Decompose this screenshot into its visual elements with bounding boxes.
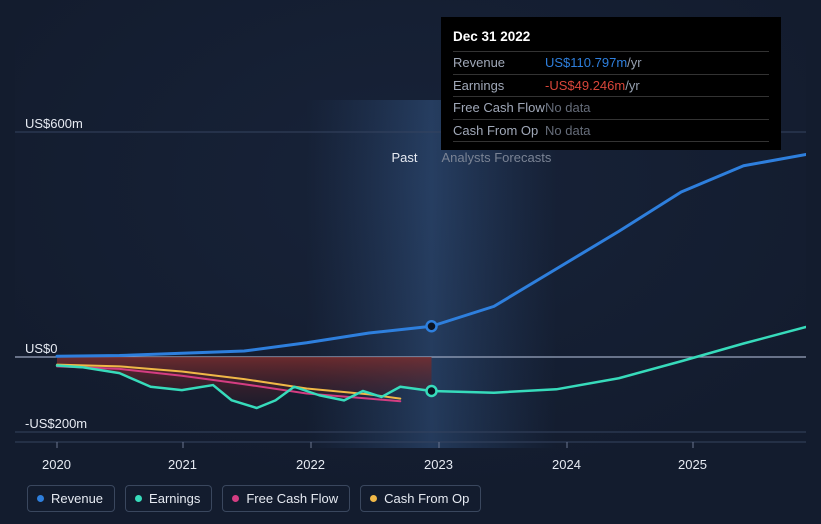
y-tick-label: US$600m (25, 116, 83, 131)
tooltip-row-label: Earnings (453, 76, 545, 96)
tooltip-row-value: US$110.797m (545, 53, 627, 73)
tooltip-row-value: No data (545, 98, 591, 118)
legend-item-label: Revenue (51, 491, 103, 506)
forecasts-label: Analysts Forecasts (442, 150, 552, 165)
y-tick-label: -US$200m (25, 416, 87, 431)
tooltip-row: Cash From OpNo data (453, 119, 769, 143)
legend-item-fcf[interactable]: Free Cash Flow (222, 485, 350, 512)
chart-tooltip: Dec 31 2022 RevenueUS$110.797m /yrEarnin… (441, 17, 781, 150)
tooltip-row: RevenueUS$110.797m /yr (453, 51, 769, 74)
legend-item-label: Earnings (149, 491, 200, 506)
legend-item-label: Free Cash Flow (246, 491, 338, 506)
past-label: Past (392, 150, 418, 165)
legend-item-cashop[interactable]: Cash From Op (360, 485, 481, 512)
x-tick-label: 2024 (552, 457, 581, 472)
plot-area: US$600m US$0 -US$200m Past Analysts Foreca… (15, 0, 806, 524)
legend-item-earnings[interactable]: Earnings (125, 485, 212, 512)
legend-item-revenue[interactable]: Revenue (27, 485, 115, 512)
x-tick-label: 2022 (296, 457, 325, 472)
tooltip-row-value: No data (545, 121, 591, 141)
tooltip-row-suffix: /yr (625, 76, 639, 96)
marker-revenue (427, 321, 437, 331)
fcf-dot-icon (232, 495, 239, 502)
tooltip-row-label: Free Cash Flow (453, 98, 545, 118)
x-tick-label: 2021 (168, 457, 197, 472)
tooltip-row-suffix: /yr (627, 53, 641, 73)
earnings-dot-icon (135, 495, 142, 502)
x-tick-label: 2020 (42, 457, 71, 472)
tooltip-row-label: Cash From Op (453, 121, 545, 141)
tooltip-row: Free Cash FlowNo data (453, 96, 769, 119)
revenue-dot-icon (37, 495, 44, 502)
chart-legend: Revenue Earnings Free Cash Flow Cash From O… (27, 485, 481, 512)
y-tick-label: US$0 (25, 341, 58, 356)
tooltip-header: Dec 31 2022 (453, 25, 769, 51)
x-tick-label: 2023 (424, 457, 453, 472)
financial-forecast-chart: US$600m US$0 -US$200m Past Analysts Foreca… (0, 0, 821, 524)
tooltip-row-label: Revenue (453, 53, 545, 73)
tooltip-row: Earnings-US$49.246m /yr (453, 74, 769, 97)
marker-earnings (427, 386, 437, 396)
cashop-dot-icon (370, 495, 377, 502)
tooltip-row-value: -US$49.246m (545, 76, 625, 96)
legend-item-label: Cash From Op (384, 491, 469, 506)
x-tick-label: 2025 (678, 457, 707, 472)
